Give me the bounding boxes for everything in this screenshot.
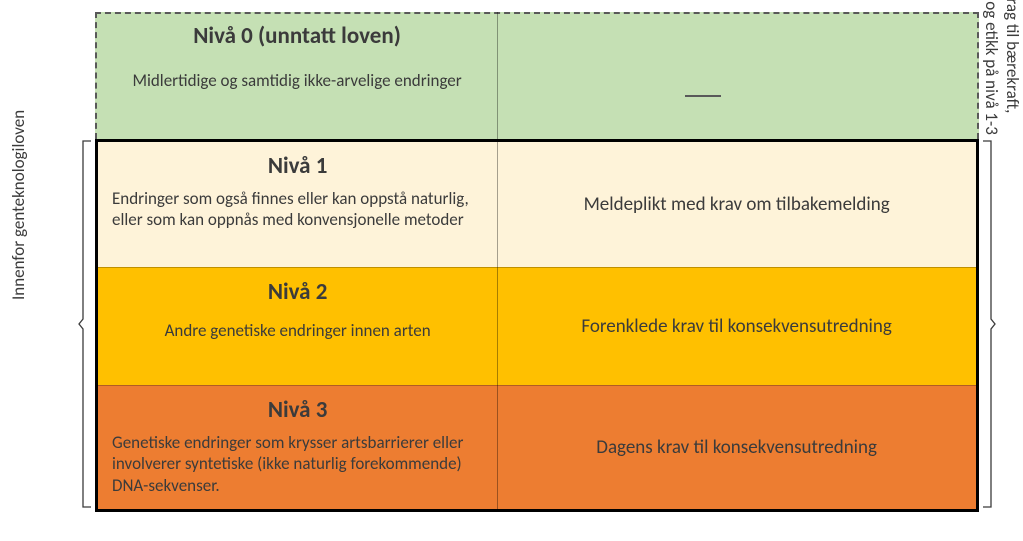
row1-right: Meldeplikt med krav om tilbakemelding	[584, 193, 890, 216]
left-bracket-icon	[78, 139, 92, 509]
row-niva-1: Nivå 1 Endringer som også finnes eller k…	[98, 142, 976, 267]
row1-desc: Endringer som også finnes eller kan opps…	[112, 188, 483, 231]
left-side-label: Innenfor genteknologiloven	[8, 110, 29, 300]
right-side-label-line2: samfunnsnytte og etikk på nivå 1-3	[981, 0, 1002, 135]
row-niva-0: Nivå 0 (unntatt loven) Midlertidige og s…	[95, 12, 979, 139]
row0-title: Nivå 0 (unntatt loven)	[193, 22, 401, 50]
row1-right-cell: Meldeplikt med krav om tilbakemelding	[497, 142, 976, 267]
row3-left-cell: Nivå 3 Genetiske endringer som krysser a…	[98, 386, 497, 509]
row2-right: Forenklede krav til konsekvensutredning	[581, 315, 891, 338]
vertical-divider	[497, 12, 498, 509]
row2-desc: Andre genetiske endringer innen arten	[112, 320, 483, 341]
row0-desc: Midlertidige og samtidig ikke-arvelige e…	[111, 70, 483, 91]
row3-right: Dagens krav til konsekvensutredning	[596, 436, 877, 459]
row2-right-cell: Forenklede krav til konsekvensutredning	[497, 268, 976, 385]
row2-left-cell: Nivå 2 Andre genetiske endringer innen a…	[98, 268, 497, 385]
row1-title: Nivå 1	[268, 152, 328, 180]
left-side-label-text: Innenfor genteknologiloven	[8, 110, 29, 300]
row0-dash-icon	[685, 95, 721, 97]
row-niva-3: Nivå 3 Genetiske endringer som krysser a…	[98, 385, 976, 509]
row3-title: Nivå 3	[268, 396, 328, 424]
solid-group: Nivå 1 Endringer som også finnes eller k…	[95, 139, 979, 512]
row-niva-2: Nivå 2 Andre genetiske endringer innen a…	[98, 267, 976, 385]
row0-right-cell	[497, 14, 977, 139]
right-side-label-line1: Krav om bidrag til bærekraft,	[1002, 0, 1023, 113]
row3-right-cell: Dagens krav til konsekvensutredning	[497, 386, 976, 509]
row3-desc: Genetiske endringer som krysser artsbarr…	[112, 432, 483, 496]
matrix-container: Nivå 0 (unntatt loven) Midlertidige og s…	[95, 12, 979, 512]
row1-left-cell: Nivå 1 Endringer som også finnes eller k…	[98, 142, 497, 267]
row2-title: Nivå 2	[268, 278, 328, 306]
row0-left-cell: Nivå 0 (unntatt loven) Midlertidige og s…	[97, 14, 497, 139]
right-side-label: Krav om bidrag til bærekraft, samfunnsny…	[981, 0, 1023, 195]
